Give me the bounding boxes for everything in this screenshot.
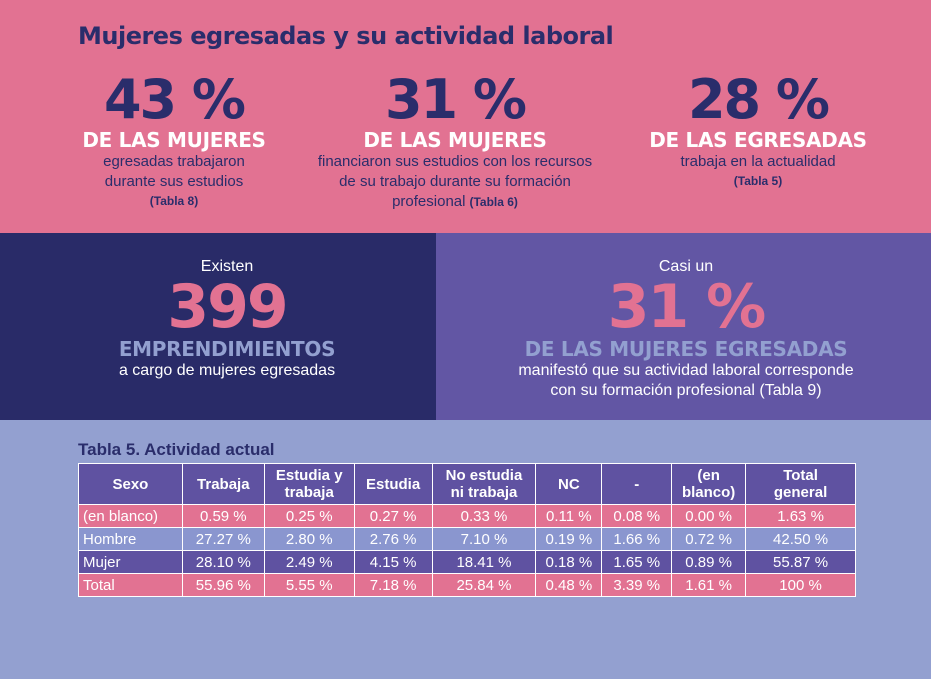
table-cell: 1.65 %	[601, 550, 673, 574]
table-title: Tabla 5. Actividad actual	[78, 440, 275, 459]
header-nc: NC	[535, 463, 603, 505]
highlight-value: 31 %	[607, 272, 767, 342]
table-cell: 2.80 %	[263, 527, 355, 551]
table-row: Mujer 28.10 % 2.49 % 4.15 % 18.41 % 0.18 % 1.6…	[78, 550, 856, 574]
table-row: (en blanco) 0.59 % 0.25 % 0.27 % 0.33 % 0.11 …	[78, 504, 856, 528]
table-cell: 25.84 %	[431, 573, 537, 597]
table-cell: 1.61 %	[671, 573, 747, 597]
highlight-desc: a cargo de mujeres egresadas	[118, 362, 336, 379]
table-cell: 27.27 %	[181, 527, 265, 551]
table-cell: Total	[78, 573, 183, 597]
highlight-pre: Casi un	[658, 258, 714, 275]
table-cell: 28.10 %	[181, 550, 265, 574]
header-label: ni trabaja	[450, 484, 518, 501]
table-cell: Mujer	[78, 550, 183, 574]
table-cell: 1.63 %	[745, 504, 856, 528]
header-label: Sexo	[112, 475, 149, 493]
table-cell: 0.48 %	[535, 573, 603, 597]
table-cell: 0.18 %	[535, 550, 603, 574]
table-cell: 2.76 %	[353, 527, 433, 551]
header-label: trabaja	[284, 484, 334, 501]
table-cell: 42.50 %	[745, 527, 856, 551]
table-cell: 18.41 %	[431, 550, 537, 574]
table-cell: 0.25 %	[263, 504, 355, 528]
top-banner	[0, 0, 931, 233]
table-cell: 2.49 %	[263, 550, 355, 574]
highlight-content: Casi un 31 % DE LAS MUJERES EGRESADAS ma…	[476, 257, 896, 401]
header-label: blanco)	[681, 484, 736, 501]
table-cell: Hombre	[78, 527, 183, 551]
header-label: Trabaja	[197, 475, 250, 493]
table-cell: 55.96 %	[181, 573, 265, 597]
header-label: -	[634, 475, 640, 493]
table-cell: 1.66 %	[601, 527, 673, 551]
header-estudia-y-trabaja: Estudia y trabaja	[263, 463, 355, 505]
highlight-value: 399	[167, 272, 288, 342]
page-title: Mujeres egresadas y su actividad laboral	[78, 22, 614, 50]
table-cell: 0.89 %	[671, 550, 747, 574]
table-cell: 0.59 %	[181, 504, 265, 528]
stat-ref: (Tabla 8)	[149, 194, 199, 208]
stat-value: 43 %	[103, 68, 246, 131]
stat-desc-last: profesional (Tabla 6)	[290, 192, 620, 212]
table-cell: 0.19 %	[535, 527, 603, 551]
header-label: NC	[558, 475, 580, 493]
highlight-desc: manifestó que su actividad laboral corre…	[518, 362, 854, 379]
stat-43: 43 % DE LAS MUJERES egresadas trabajaron…	[60, 72, 288, 210]
header-en-blanco: (en blanco)	[671, 463, 747, 505]
header-total: Total general	[745, 463, 856, 505]
stat-desc-text: profesional	[392, 193, 466, 210]
stat-desc: de su trabajo durante su formación	[339, 173, 571, 190]
header-label: Total	[783, 467, 818, 484]
stat-desc: financiaron sus estudios con los recurso…	[317, 153, 593, 170]
highlight-caption: DE LAS MUJERES EGRESADAS	[524, 337, 848, 361]
table-row: Hombre 27.27 % 2.80 % 2.76 % 7.10 % 0.19 % 1.6…	[78, 527, 856, 551]
highlight-caption: EMPRENDIMIENTOS	[118, 337, 336, 361]
table-cell: 0.08 %	[601, 504, 673, 528]
header-no-estudia: No estudia ni trabaja	[431, 463, 537, 505]
stat-28: 28 % DE LAS EGRESADAS trabaja en la actu…	[640, 72, 876, 190]
stat-value: 31 %	[384, 68, 527, 131]
stat-ref: (Tabla 6)	[469, 195, 518, 209]
table-cell: 4.15 %	[353, 550, 433, 574]
stat-caption: DE LAS MUJERES	[82, 128, 266, 152]
header-trabaja: Trabaja	[181, 463, 265, 505]
stat-desc: trabaja en la actualidad	[680, 153, 836, 170]
stat-caption: DE LAS EGRESADAS	[649, 128, 867, 152]
highlight-formacion: Casi un 31 % DE LAS MUJERES EGRESADAS ma…	[436, 233, 931, 420]
table-cell: 0.27 %	[353, 504, 433, 528]
table-row: Total 55.96 % 5.55 % 7.18 % 25.84 % 0.48 % 3.3…	[78, 573, 856, 597]
stat-caption: DE LAS MUJERES	[363, 128, 547, 152]
highlight-pre: Existen	[200, 258, 254, 275]
header-estudia: Estudia	[353, 463, 433, 505]
table-cell: 55.87 %	[745, 550, 856, 574]
highlight-desc: con su formación profesional (Tabla 9)	[550, 382, 822, 399]
table-cell: 3.39 %	[601, 573, 673, 597]
table-cell: 7.18 %	[353, 573, 433, 597]
table-cell: 0.00 %	[671, 504, 747, 528]
table-cell: (en blanco)	[78, 504, 183, 528]
stat-value: 28 %	[687, 68, 830, 131]
table-cell: 5.55 %	[263, 573, 355, 597]
header-label: Estudia	[366, 475, 421, 493]
table-cell: 0.72 %	[671, 527, 747, 551]
header-label: general	[773, 484, 828, 501]
table-cell: 0.11 %	[535, 504, 603, 528]
stat-desc: durante sus estudios	[104, 173, 244, 190]
highlight-content: Existen 399 EMPRENDIMIENTOS a cargo de m…	[60, 257, 394, 381]
table-cell: 100 %	[745, 573, 856, 597]
table-header-row: Sexo Trabaja Estudia y trabaja Estudia No…	[78, 463, 856, 505]
stat-desc: egresadas trabajaron	[103, 153, 245, 170]
stat-31: 31 % DE LAS MUJERES financiaron sus estu…	[290, 72, 620, 212]
table-cell: 0.33 %	[431, 504, 537, 528]
header-label: No estudia	[445, 467, 523, 484]
table-cell: 7.10 %	[431, 527, 537, 551]
stat-ref: (Tabla 5)	[733, 174, 783, 188]
header-label: Estudia y	[275, 467, 343, 484]
activity-table: Sexo Trabaja Estudia y trabaja Estudia No…	[78, 463, 856, 597]
header-label: (en	[697, 467, 720, 484]
header-sexo: Sexo	[78, 463, 183, 505]
highlight-emprendimientos: Existen 399 EMPRENDIMIENTOS a cargo de m…	[0, 233, 436, 420]
header-dash: -	[601, 463, 673, 505]
